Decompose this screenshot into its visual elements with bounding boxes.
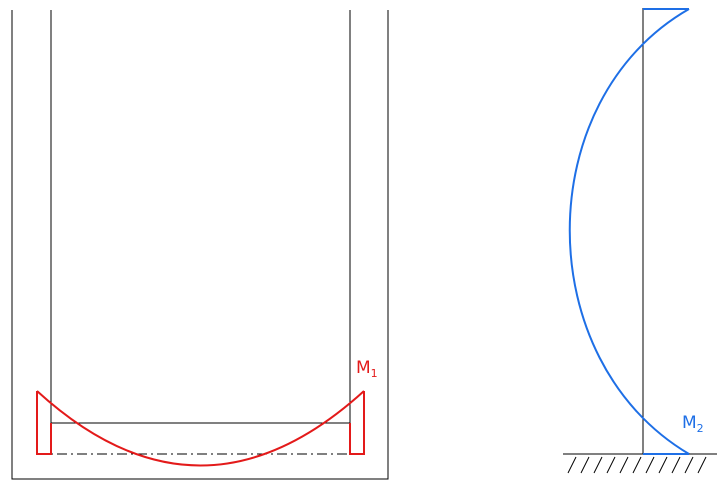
moment-diagram-m1 bbox=[36, 390, 365, 467]
m1-label-text: M bbox=[356, 358, 371, 378]
m1-label-subscript: 1 bbox=[370, 367, 378, 380]
m1-left-end bbox=[36, 391, 52, 455]
m1-label: M1 bbox=[356, 358, 378, 380]
m2-label-text: M bbox=[682, 413, 697, 433]
u-frame-inner-outline bbox=[50, 10, 351, 424]
m2-label-subscript: 2 bbox=[696, 422, 704, 435]
fixed-support-hatching bbox=[567, 456, 707, 474]
m1-curve bbox=[36, 390, 365, 467]
m2-label: M2 bbox=[682, 413, 704, 435]
wall bbox=[563, 8, 717, 474]
m2-curve bbox=[568, 8, 690, 455]
u-frame-outer-outline bbox=[11, 10, 389, 480]
m1-right-end bbox=[349, 391, 365, 455]
u-frame bbox=[11, 10, 389, 480]
moment-diagram-m2 bbox=[568, 8, 690, 455]
